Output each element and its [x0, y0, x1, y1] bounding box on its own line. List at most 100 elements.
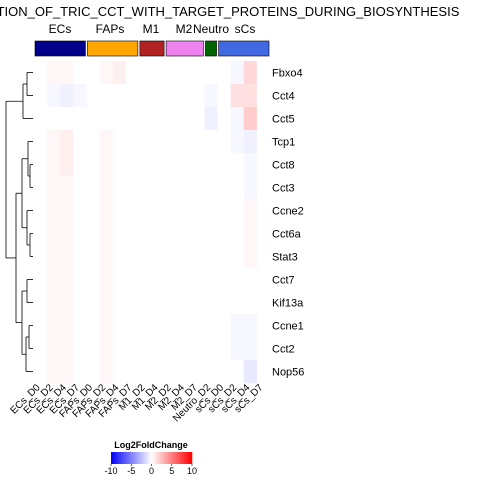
heatmap-cell: [34, 337, 48, 361]
legend-swatch: [121, 452, 124, 464]
heatmap-cell: [230, 61, 245, 85]
heatmap-cell: [34, 222, 48, 246]
heatmap-cell: [99, 222, 113, 246]
heatmap-cell: [60, 153, 74, 177]
heatmap-cell: [99, 130, 113, 154]
legend-swatch: [155, 452, 158, 464]
legend-swatch: [147, 452, 150, 464]
group-bar: [34, 40, 86, 57]
heatmap-cell: [230, 337, 245, 361]
heatmap-cell: [125, 153, 140, 177]
heatmap-cell: [217, 291, 231, 315]
legend-swatch: [111, 452, 114, 464]
legend-swatch: [127, 452, 130, 464]
heatmap-cell: [217, 360, 231, 384]
heatmap-cell: [138, 337, 153, 361]
heatmap-cell: [217, 84, 231, 108]
heatmap-cell: [217, 337, 231, 361]
heatmap-cell: [34, 130, 48, 154]
heatmap-cell: [60, 291, 74, 315]
heatmap-cell: [125, 176, 140, 200]
heatmap-cell: [204, 314, 218, 338]
heatmap-cell: [60, 245, 74, 269]
legend-swatch: [161, 452, 164, 464]
legend-swatch: [171, 452, 175, 464]
heatmap-cell: [191, 84, 205, 108]
heatmap-cell: [125, 61, 140, 85]
heatmap-cell: [73, 61, 87, 85]
heatmap-cell: [138, 291, 153, 315]
heatmap-cell: [47, 337, 61, 361]
heatmap-cell: [125, 314, 140, 338]
heatmap-cell: [47, 107, 61, 131]
legend-swatch: [135, 452, 138, 464]
legend-swatch: [179, 452, 183, 464]
heatmap-cell: [112, 107, 127, 131]
heatmap-cell: [243, 107, 258, 131]
heatmap-cell: [125, 291, 140, 315]
heatmap-cell: [204, 176, 218, 200]
heatmap-cell: [86, 107, 100, 131]
heatmap-cell: [60, 176, 74, 200]
heatmap-cell: [243, 222, 258, 246]
heatmap-cell: [152, 199, 166, 223]
heatmap-cell: [99, 314, 113, 338]
heatmap-cell: [217, 314, 231, 338]
legend-tick-label: 10: [187, 466, 197, 476]
heatmap-cell: [178, 61, 192, 85]
heatmap-cell: [191, 337, 205, 361]
heatmap-cell: [112, 268, 127, 292]
heatmap-cell: [99, 107, 113, 131]
heatmap-cell: [165, 245, 179, 269]
heatmap-cell: [256, 337, 271, 361]
heatmap-cell: [178, 153, 192, 177]
legend-swatch: [183, 452, 187, 464]
heatmap-cell: [73, 107, 87, 131]
row-label: Cct3: [272, 183, 295, 195]
heatmap-cell: [256, 222, 271, 246]
heatmap-cell: [256, 291, 271, 315]
heatmap-cell: [178, 337, 192, 361]
heatmap-cell: [165, 291, 179, 315]
heatmap-cell: [165, 360, 179, 384]
heatmap-cell: [34, 291, 48, 315]
legend-tick-label: 0: [149, 466, 154, 476]
heatmap-cell: [47, 222, 61, 246]
heatmap-cell: [47, 130, 61, 154]
heatmap-cell: [125, 268, 140, 292]
heatmap-cell: [165, 84, 179, 108]
heatmap-cell: [204, 222, 218, 246]
heatmap-cell: [256, 61, 271, 85]
heatmap-cell: [243, 291, 258, 315]
heatmap-cell: [112, 314, 127, 338]
heatmap-cell: [47, 291, 61, 315]
heatmap-cell: [34, 245, 48, 269]
heatmap-cell: [256, 107, 271, 131]
heatmap-cell: [99, 153, 113, 177]
heatmap-cell: [243, 176, 258, 200]
heatmap-cell: [73, 314, 87, 338]
legend-tick-label: -5: [127, 466, 135, 476]
heatmap-cell: [178, 291, 192, 315]
heatmap-cell: [165, 337, 179, 361]
row-label: Ccne2: [272, 206, 304, 218]
legend-title: Log2FoldChange: [114, 440, 188, 450]
heatmap-cell: [125, 199, 140, 223]
heatmap-cell: [204, 84, 218, 108]
legend-swatch: [117, 452, 120, 464]
heatmap-cell: [112, 337, 127, 361]
legend-swatch: [173, 452, 177, 464]
legend-swatch: [141, 452, 144, 464]
legend-swatch: [151, 452, 154, 464]
heatmap-cell: [191, 176, 205, 200]
heatmap-cell: [230, 107, 245, 131]
heatmap-cell: [34, 360, 48, 384]
heatmap-cell: [178, 130, 192, 154]
heatmap-cell: [191, 291, 205, 315]
heatmap-cell: [204, 291, 218, 315]
heatmap-cell: [178, 360, 192, 384]
heatmap-cell: [178, 176, 192, 200]
heatmap-cell: [138, 314, 153, 338]
heatmap-cell: [165, 130, 179, 154]
heatmap-cell: [73, 291, 87, 315]
